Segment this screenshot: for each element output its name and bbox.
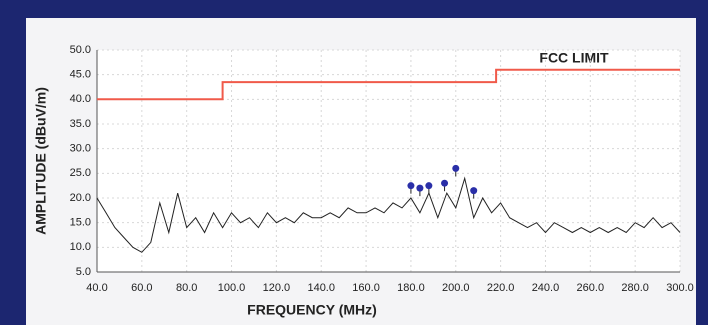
peak-marker (425, 182, 433, 190)
y-tick-label: 15.0 (70, 217, 91, 229)
x-tick-label: 160.0 (352, 282, 380, 294)
peak-marker (452, 164, 460, 172)
x-tick-label: 220.0 (487, 282, 515, 294)
x-tick-label: 140.0 (307, 282, 335, 294)
x-tick-label: 40.0 (86, 282, 107, 294)
x-tick-label: 180.0 (397, 282, 425, 294)
x-tick-label: 80.0 (176, 282, 197, 294)
data-line (97, 68, 680, 101)
data-line (96, 176, 681, 253)
peak-marker (416, 184, 424, 192)
y-axis-label: AMPLITUDE (dBuV/m) (33, 87, 49, 235)
x-axis-label: FREQUENCY (MHz) (247, 302, 377, 318)
plot-area (97, 50, 680, 272)
x-tick-label: 60.0 (131, 282, 152, 294)
y-tick-label: 35.0 (70, 118, 91, 130)
y-tick-label: 20.0 (70, 192, 91, 204)
peak-marker (441, 179, 449, 187)
x-tick-label: 200.0 (442, 282, 470, 294)
peak-marker (407, 182, 415, 190)
y-tick-label: 50.0 (70, 44, 91, 56)
x-tick-label: 300.0 (666, 282, 694, 294)
x-tick-label: 100.0 (218, 282, 246, 294)
x-tick-label: 280.0 (621, 282, 649, 294)
y-tick-label: 30.0 (70, 143, 91, 155)
x-tick-label: 240.0 (532, 282, 560, 294)
peak-marker (470, 187, 478, 195)
y-tick-label: 40.0 (70, 93, 91, 105)
y-tick-label: 5.0 (76, 266, 91, 278)
x-tick-label: 260.0 (577, 282, 605, 294)
y-tick-label: 45.0 (70, 69, 91, 81)
y-tick-label: 25.0 (70, 167, 91, 179)
y-tick-label: 10.0 (70, 241, 91, 253)
annotation: FCC LIMIT (539, 50, 609, 66)
x-tick-label: 120.0 (263, 282, 291, 294)
